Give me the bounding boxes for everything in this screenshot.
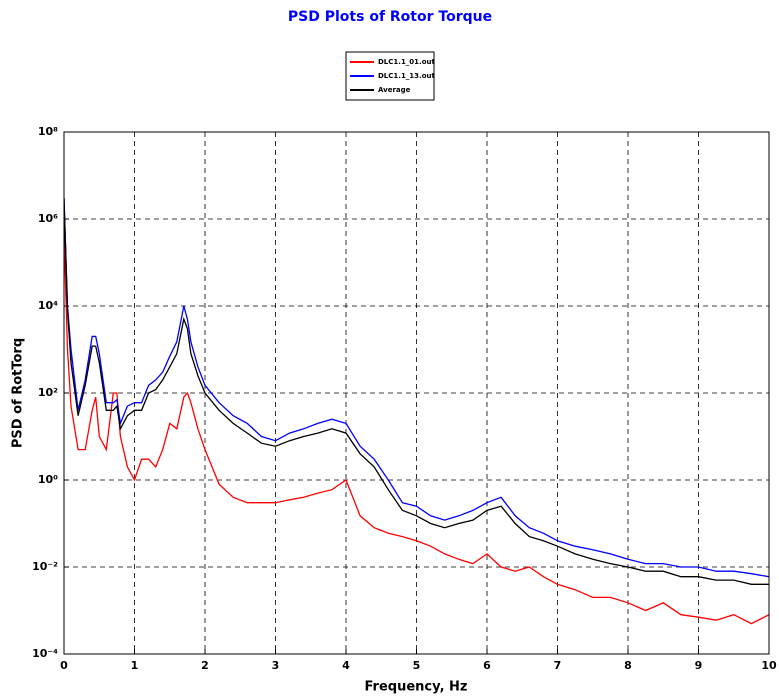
grid bbox=[63, 131, 770, 655]
legend: DLC1.1_01.out DLC1.1_13.out Average bbox=[345, 51, 436, 101]
x-axis-label: Frequency, Hz bbox=[365, 680, 468, 695]
series-line bbox=[64, 198, 769, 585]
legend-label: DLC1.1_01.out bbox=[378, 58, 436, 66]
plot-lines bbox=[64, 198, 769, 625]
y-tick-label: 10⁻² bbox=[32, 560, 58, 573]
y-tick-label: 10⁴ bbox=[38, 299, 58, 312]
y-tick-label: 10⁸ bbox=[38, 125, 58, 138]
x-tick-label: 0 bbox=[60, 659, 68, 672]
x-tick-label: 10 bbox=[761, 659, 777, 672]
y-tick-label: 10⁻⁴ bbox=[32, 647, 58, 660]
y-tick-label: 10⁶ bbox=[38, 212, 58, 225]
x-tick-label: 9 bbox=[695, 659, 703, 672]
x-tick-label: 6 bbox=[483, 659, 491, 672]
y-tick-label: 10⁰ bbox=[38, 473, 58, 486]
x-tick-label: 7 bbox=[554, 659, 562, 672]
legend-label: Average bbox=[378, 86, 411, 94]
x-tick-label: 1 bbox=[131, 659, 139, 672]
x-tick-label: 8 bbox=[624, 659, 632, 672]
x-tick-label: 4 bbox=[342, 659, 350, 672]
x-tick-label: 5 bbox=[413, 659, 421, 672]
x-tick-label: 3 bbox=[272, 659, 280, 672]
legend-label: DLC1.1_13.out bbox=[378, 72, 436, 80]
series-line bbox=[64, 198, 769, 578]
y-axis-label: PSD of RotTorq bbox=[11, 338, 26, 448]
x-tick-label: 2 bbox=[201, 659, 209, 672]
y-tick-label: 10² bbox=[38, 386, 58, 399]
plot-frame bbox=[63, 131, 770, 655]
chart-title: PSD Plots of Rotor Torque bbox=[288, 9, 492, 25]
